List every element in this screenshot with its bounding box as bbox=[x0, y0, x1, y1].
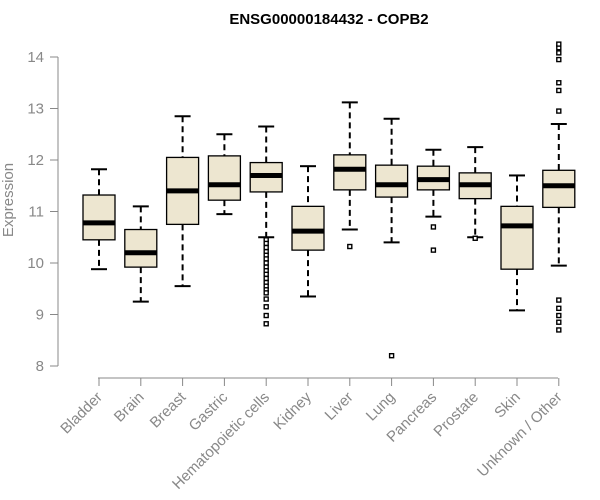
y-tick-label: 9 bbox=[36, 307, 44, 324]
chart-title: ENSG00000184432 - COPB2 bbox=[229, 11, 428, 28]
outlier-point bbox=[556, 56, 562, 63]
outlier-point bbox=[430, 224, 437, 230]
box-breast bbox=[165, 115, 200, 288]
outlier-point bbox=[556, 312, 562, 319]
y-tick-label: 13 bbox=[27, 101, 44, 118]
boxplot-series bbox=[82, 41, 576, 359]
x-tick-label: Kidney bbox=[270, 388, 315, 433]
x-tick-label: Liver bbox=[322, 389, 357, 424]
outlier-point bbox=[263, 290, 269, 296]
box-brain bbox=[124, 205, 158, 303]
y-tick-label: 8 bbox=[36, 358, 44, 375]
iqr-box bbox=[291, 205, 325, 251]
outlier-point bbox=[263, 256, 269, 262]
outlier-point bbox=[263, 321, 269, 327]
x-tick-label: Lung bbox=[363, 389, 399, 425]
outlier-point bbox=[347, 243, 353, 250]
x-tick-label: Brain bbox=[111, 389, 148, 426]
box-unknown-other bbox=[542, 41, 576, 333]
outlier-point bbox=[263, 304, 269, 310]
iqr-box bbox=[542, 169, 576, 209]
outlier-point bbox=[556, 327, 562, 333]
y-tick-label: 12 bbox=[27, 152, 44, 169]
box-liver bbox=[333, 101, 367, 250]
outlier-point bbox=[388, 353, 395, 359]
outlier-point bbox=[263, 271, 269, 278]
y-axis-label: Expression bbox=[0, 163, 17, 237]
outlier-point bbox=[556, 305, 562, 312]
iqr-box bbox=[374, 164, 409, 198]
box-kidney bbox=[291, 165, 325, 298]
y-tick-label: 11 bbox=[28, 204, 44, 221]
outlier-point bbox=[556, 41, 562, 47]
outlier-point bbox=[263, 275, 269, 282]
iqr-box bbox=[207, 155, 242, 201]
x-tick-label: Breast bbox=[147, 388, 190, 431]
outlier-point bbox=[263, 296, 269, 302]
outlier-point bbox=[430, 247, 437, 253]
x-tick-label: Prostate bbox=[430, 389, 482, 441]
box-hematopoietic-cells bbox=[249, 125, 283, 327]
outlier-point bbox=[556, 87, 562, 94]
x-tick-label: Skin bbox=[491, 389, 524, 422]
box-skin bbox=[500, 174, 534, 312]
x-tick-label: Bladder bbox=[57, 389, 106, 438]
box-lung bbox=[374, 117, 409, 359]
outlier-point bbox=[556, 50, 562, 56]
outlier-point bbox=[263, 244, 269, 251]
y-tick-label: 14 bbox=[27, 49, 44, 66]
y-tick-label: 10 bbox=[27, 255, 44, 272]
box-gastric bbox=[207, 133, 242, 216]
outlier-point bbox=[556, 108, 562, 114]
outlier-point bbox=[556, 297, 562, 303]
iqr-box bbox=[333, 154, 367, 191]
y-axis-ticks: 8 9 10 11 12 13 14 bbox=[27, 49, 58, 375]
outlier-point bbox=[263, 240, 269, 247]
outlier-point bbox=[556, 319, 562, 325]
outlier-point bbox=[556, 80, 562, 86]
box-bladder bbox=[82, 168, 116, 271]
iqr-box bbox=[82, 194, 116, 241]
outlier-point bbox=[472, 235, 478, 241]
outlier-point bbox=[263, 260, 269, 266]
iqr-box bbox=[500, 205, 534, 270]
iqr-box bbox=[124, 228, 158, 268]
outlier-point bbox=[263, 312, 269, 319]
box-pancreas bbox=[416, 148, 451, 253]
box-prostate bbox=[458, 146, 492, 241]
